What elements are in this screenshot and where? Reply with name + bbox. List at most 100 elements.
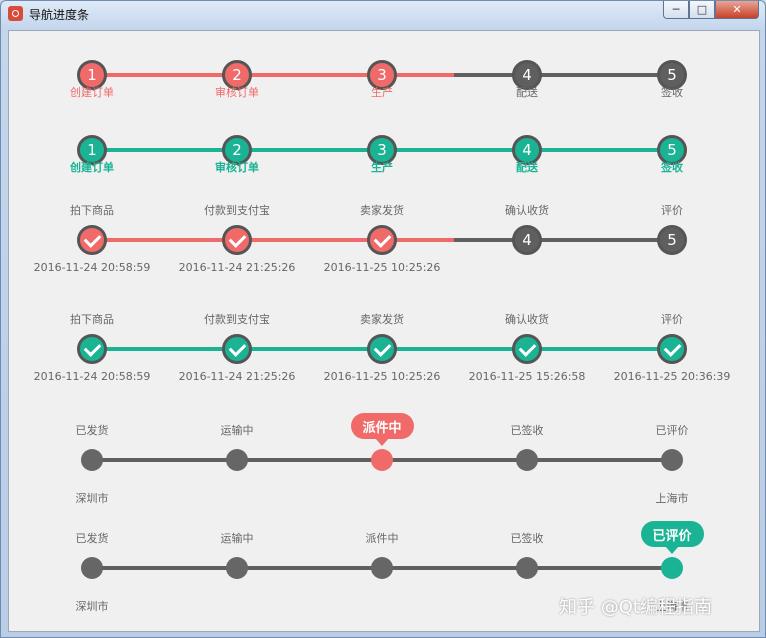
step-time: 2016-11-24 21:25:26: [178, 370, 296, 383]
step-node-5[interactable]: 5: [657, 225, 687, 255]
progress1-row: 1 创建订单 2 审核订单 3 生产 4 配送 5 签收: [9, 45, 759, 105]
step-node-2[interactable]: 2: [222, 135, 252, 165]
start-city: 深圳市: [75, 600, 109, 613]
status-dot-5[interactable]: [661, 557, 683, 579]
step-node-4[interactable]: 4: [512, 225, 542, 255]
step-label: 卖家发货: [360, 313, 404, 326]
status-dot-3[interactable]: [371, 449, 393, 471]
step-label: 生产: [371, 86, 393, 99]
step-time: 2016-11-24 20:58:59: [33, 261, 151, 274]
status-label: 运输中: [220, 532, 254, 545]
progress4-row: 拍下商品 2016-11-24 20:58:59 付款到支付宝 2016-11-24 …: [9, 313, 759, 383]
step-node-1[interactable]: [77, 334, 107, 364]
step-label: 审核订单: [215, 161, 259, 174]
progress-line: [92, 238, 454, 242]
step-label: 确认收货: [505, 204, 549, 217]
step-node-5[interactable]: [657, 334, 687, 364]
status-label: 派件中: [365, 532, 399, 545]
close-button[interactable]: ✕: [715, 1, 759, 19]
status-label: 已发货: [75, 532, 109, 545]
check-icon: [228, 229, 246, 248]
check-icon: [663, 338, 681, 357]
current-status-bubble: 派件中: [350, 413, 414, 446]
status-dot-4[interactable]: [516, 449, 538, 471]
check-icon: [83, 338, 101, 357]
end-city: 上海市: [655, 492, 689, 505]
status-dot-1[interactable]: [81, 449, 103, 471]
status-dot-5[interactable]: [661, 449, 683, 471]
end-city: 上海市: [655, 600, 689, 613]
watermark: 知乎 @Qt编程指南: [559, 597, 712, 618]
step-number: 2: [232, 141, 242, 159]
step-node-4[interactable]: 4: [512, 60, 542, 90]
step-number: 4: [522, 66, 532, 84]
step-node-5[interactable]: 5: [657, 135, 687, 165]
status-label: 已发货: [75, 424, 109, 437]
step-node-1[interactable]: 1: [77, 135, 107, 165]
step-label: 签收: [661, 161, 683, 174]
step-node-3[interactable]: 3: [367, 135, 397, 165]
step-number: 1: [87, 141, 97, 159]
status-label: 已评价: [655, 424, 689, 437]
step-number: 5: [667, 141, 677, 159]
step-number: 5: [667, 66, 677, 84]
check-icon: [228, 338, 246, 357]
step-number: 2: [232, 66, 242, 84]
status-dot-2[interactable]: [226, 557, 248, 579]
step-node-4[interactable]: [512, 334, 542, 364]
step-label: 配送: [516, 86, 538, 99]
step-node-2[interactable]: [222, 225, 252, 255]
maximize-button[interactable]: □: [689, 1, 715, 19]
client-area: 1 创建订单 2 审核订单 3 生产 4 配送 5 签收 1 创建订单 2 审核订单 3 生产 4 配送 5 签收 拍下…: [8, 30, 760, 632]
check-icon: [518, 338, 536, 357]
check-icon: [83, 229, 101, 248]
step-number: 4: [522, 141, 532, 159]
step-node-3[interactable]: [367, 225, 397, 255]
step-node-4[interactable]: 4: [512, 135, 542, 165]
status-dot-3[interactable]: [371, 557, 393, 579]
app-icon: [8, 6, 23, 21]
start-city: 深圳市: [75, 492, 109, 505]
step-number: 1: [87, 66, 97, 84]
progress5-row: 已发货 运输中 已签收 已评价 派件中 深圳市 上海市: [9, 413, 759, 512]
progress3-row: 拍下商品 2016-11-24 20:58:59 付款到支付宝 2016-11-24 …: [9, 204, 759, 274]
step-label: 生产: [371, 161, 393, 174]
title-bar[interactable]: 导航进度条 ─ □ ✕: [1, 1, 765, 27]
status-dot-4[interactable]: [516, 557, 538, 579]
step-node-2[interactable]: [222, 334, 252, 364]
progress6-row: 已发货 运输中 派件中 已签收 已评价深圳市 上海市: [9, 521, 759, 620]
status-label: 已签收: [510, 424, 544, 437]
status-dot-1[interactable]: [81, 557, 103, 579]
step-node-1[interactable]: 1: [77, 60, 107, 90]
step-node-3[interactable]: [367, 334, 397, 364]
step-label: 评价: [661, 313, 683, 326]
step-number: 3: [377, 66, 387, 84]
check-icon: [373, 338, 391, 357]
step-node-5[interactable]: 5: [657, 60, 687, 90]
step-number: 4: [522, 231, 532, 249]
current-status-bubble: 已评价: [640, 521, 704, 554]
step-label: 审核订单: [215, 86, 259, 99]
step-label: 卖家发货: [360, 204, 404, 217]
step-node-1[interactable]: [77, 225, 107, 255]
step-label: 创建订单: [70, 86, 114, 99]
step-label: 付款到支付宝: [204, 313, 270, 326]
step-time: 2016-11-24 21:25:26: [178, 261, 296, 274]
step-label: 确认收货: [505, 313, 549, 326]
status-dot-2[interactable]: [226, 449, 248, 471]
step-time: 2016-11-25 10:25:26: [323, 370, 441, 383]
step-number: 5: [667, 231, 677, 249]
progress-line: [92, 73, 454, 77]
step-node-2[interactable]: 2: [222, 60, 252, 90]
status-label: 已签收: [510, 532, 544, 545]
step-label: 拍下商品: [70, 313, 114, 326]
step-node-3[interactable]: 3: [367, 60, 397, 90]
step-label: 拍下商品: [70, 204, 114, 217]
step-time: 2016-11-25 20:36:39: [613, 370, 731, 383]
check-icon: [373, 229, 391, 248]
minimize-button[interactable]: ─: [663, 1, 689, 19]
step-label: 配送: [516, 161, 538, 174]
step-time: 2016-11-25 10:25:26: [323, 261, 441, 274]
minimize-icon: ─: [672, 3, 680, 16]
